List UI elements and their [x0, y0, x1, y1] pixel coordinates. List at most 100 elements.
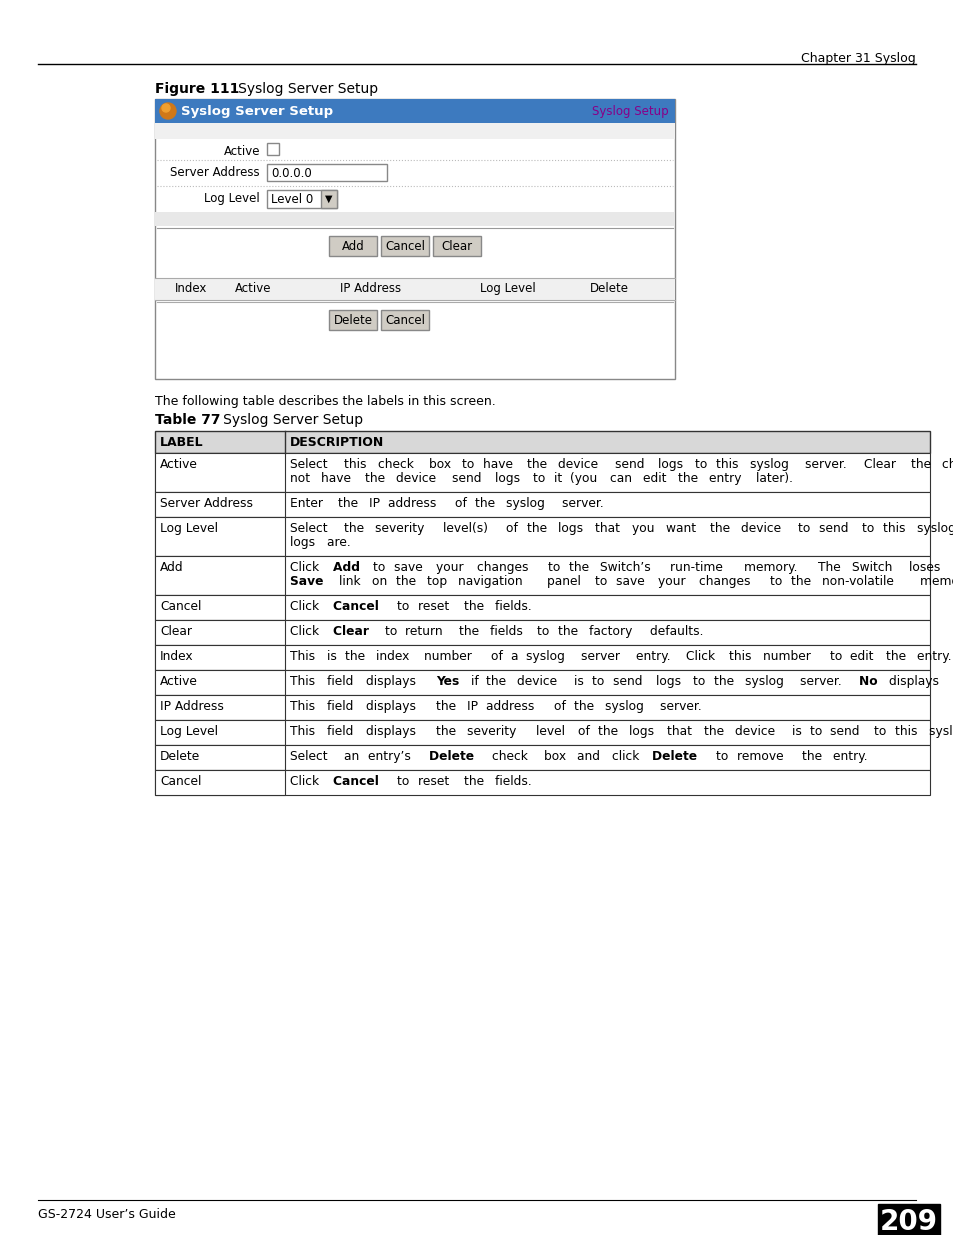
- Text: syslog: syslog: [744, 676, 787, 688]
- Text: Select: Select: [290, 522, 331, 535]
- Text: send: send: [612, 676, 645, 688]
- Text: Clear: Clear: [441, 240, 472, 253]
- Text: Click: Click: [290, 600, 323, 613]
- Text: displays: displays: [366, 700, 420, 713]
- Text: reset: reset: [417, 776, 453, 788]
- Text: Figure 111: Figure 111: [154, 82, 239, 96]
- Text: This: This: [290, 650, 318, 663]
- Text: is: is: [327, 650, 341, 663]
- Text: send: send: [830, 725, 863, 739]
- Text: save: save: [394, 561, 426, 574]
- Text: device: device: [517, 676, 560, 688]
- Text: the: the: [526, 522, 550, 535]
- Text: entry.: entry.: [832, 750, 870, 763]
- Text: defaults.: defaults.: [650, 625, 707, 638]
- Text: 209: 209: [879, 1208, 937, 1235]
- Bar: [154, 517, 285, 556]
- Text: to: to: [715, 750, 731, 763]
- Text: the: the: [343, 522, 367, 535]
- Text: memory.: memory.: [743, 561, 801, 574]
- Text: Yes: Yes: [436, 676, 463, 688]
- Text: non-volatile: non-volatile: [821, 576, 897, 588]
- Bar: [154, 124, 675, 140]
- Text: Log Level: Log Level: [204, 191, 260, 205]
- Text: to: to: [695, 458, 711, 471]
- Text: check: check: [492, 750, 532, 763]
- Text: factory: factory: [589, 625, 636, 638]
- Text: logs: logs: [629, 725, 658, 739]
- Text: address: address: [387, 496, 439, 510]
- Text: panel: panel: [546, 576, 584, 588]
- Bar: [154, 769, 929, 795]
- Text: to: to: [770, 576, 786, 588]
- Text: this: this: [716, 458, 741, 471]
- Bar: [154, 556, 285, 595]
- Text: fields.: fields.: [494, 776, 535, 788]
- Text: check: check: [377, 458, 416, 471]
- Text: this: this: [894, 725, 920, 739]
- Text: run-time: run-time: [670, 561, 726, 574]
- Text: syslog: syslog: [506, 496, 549, 510]
- Bar: [154, 671, 929, 695]
- Text: of: of: [578, 725, 593, 739]
- Text: to: to: [547, 561, 564, 574]
- Text: to: to: [591, 676, 608, 688]
- Bar: [329, 236, 376, 256]
- Text: (you: (you: [569, 472, 600, 485]
- Text: Clear: Clear: [863, 458, 900, 471]
- Bar: [154, 595, 929, 620]
- Bar: [154, 453, 929, 492]
- Text: the: the: [458, 625, 482, 638]
- Text: the: the: [910, 458, 934, 471]
- Text: The following table describes the labels in this screen.: The following table describes the labels…: [154, 395, 496, 408]
- Text: it: it: [554, 472, 565, 485]
- Text: Syslog Setup: Syslog Setup: [592, 105, 668, 119]
- Text: click: click: [611, 750, 642, 763]
- Text: to: to: [693, 676, 709, 688]
- Text: Active: Active: [160, 676, 197, 688]
- Text: IP: IP: [368, 496, 383, 510]
- Text: are.: are.: [327, 536, 355, 550]
- Text: changes: changes: [699, 576, 754, 588]
- Text: on: on: [372, 576, 391, 588]
- Text: to: to: [829, 650, 845, 663]
- Text: Cancel: Cancel: [160, 600, 201, 613]
- Bar: [154, 645, 285, 671]
- Text: a: a: [511, 650, 522, 663]
- Text: Index: Index: [174, 282, 207, 295]
- Text: to: to: [373, 561, 389, 574]
- Text: this: this: [728, 650, 754, 663]
- Text: of: of: [491, 650, 506, 663]
- Bar: [154, 745, 285, 769]
- Text: severity: severity: [466, 725, 519, 739]
- Text: the: the: [703, 725, 727, 739]
- Text: Log Level: Log Level: [479, 282, 536, 295]
- Text: of: of: [455, 496, 471, 510]
- Text: fields: fields: [490, 625, 526, 638]
- Text: fields.: fields.: [494, 600, 535, 613]
- Bar: [154, 720, 929, 745]
- Text: Level 0: Level 0: [271, 193, 313, 206]
- Bar: [154, 671, 285, 695]
- Text: the: the: [436, 700, 459, 713]
- Text: logs: logs: [290, 536, 318, 550]
- Text: the: the: [463, 600, 487, 613]
- Text: logs: logs: [656, 676, 684, 688]
- Text: the: the: [486, 676, 510, 688]
- Bar: [433, 236, 480, 256]
- Text: to: to: [797, 522, 813, 535]
- Text: the: the: [714, 676, 738, 688]
- Bar: [154, 720, 285, 745]
- Text: server.: server.: [804, 458, 850, 471]
- Text: to: to: [873, 725, 889, 739]
- Text: Enter: Enter: [290, 496, 327, 510]
- Text: to: to: [861, 522, 878, 535]
- Text: the: the: [395, 576, 420, 588]
- Text: Select: Select: [290, 750, 331, 763]
- Text: not: not: [290, 472, 314, 485]
- Text: device: device: [558, 458, 601, 471]
- Text: your: your: [658, 576, 689, 588]
- Text: displays: displays: [888, 676, 942, 688]
- Text: This: This: [290, 725, 318, 739]
- Text: to: to: [384, 625, 400, 638]
